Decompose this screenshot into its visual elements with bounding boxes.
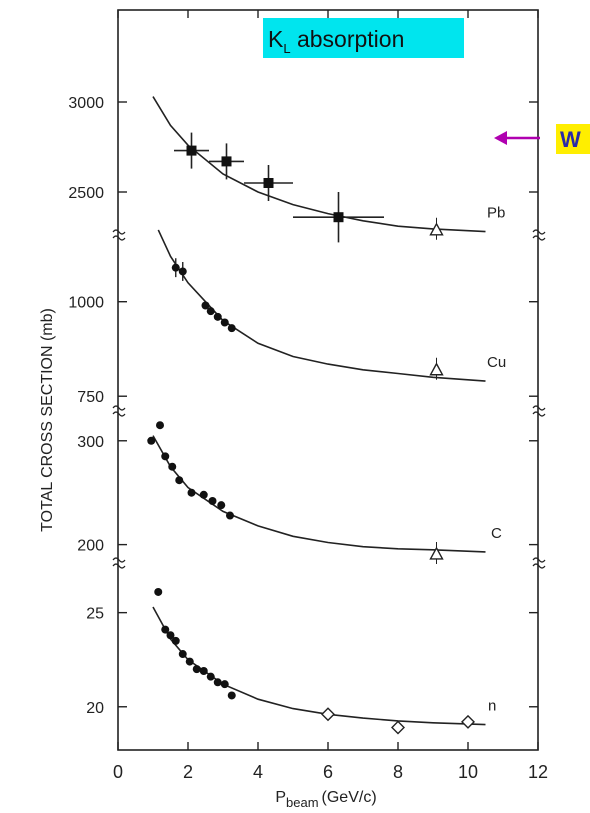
dot-point <box>171 636 180 645</box>
square-point <box>263 178 274 188</box>
panels: 3000 2500 Pb 1000 750 Cu 300 200 C 25 20 n <box>68 95 538 735</box>
dot-point <box>206 307 215 316</box>
dot-point <box>175 476 184 485</box>
x-tick-label: 2 <box>183 762 193 782</box>
triangle-point <box>429 362 444 376</box>
x-tick-label: 4 <box>253 762 263 782</box>
dot-point <box>161 452 170 461</box>
x-tick-label: 8 <box>393 762 403 782</box>
fit-curve <box>152 96 486 233</box>
x-axis: 0 2 4 6 8 10 12 <box>113 10 548 782</box>
chart-title-main: K <box>268 26 284 52</box>
dot-point <box>226 511 234 520</box>
annotation: W <box>494 124 590 154</box>
y-tick-label: 25 <box>86 606 104 623</box>
dot-point <box>171 263 180 272</box>
panel-label: Cu <box>487 354 506 371</box>
panel-label: C <box>491 525 502 542</box>
annotation-arrow-head <box>494 131 507 145</box>
chart-title-subscript: L <box>283 41 290 56</box>
fit-curve <box>157 229 486 382</box>
annotation-label: W <box>560 127 581 152</box>
dot-point <box>208 497 217 505</box>
panel-n: 25 20 n <box>86 587 538 735</box>
fit-curve <box>152 606 486 726</box>
dot-point <box>217 501 226 510</box>
dot-point <box>166 631 175 640</box>
dot-point <box>154 587 163 596</box>
panel-c: 300 200 C <box>77 421 538 564</box>
square-point <box>333 212 344 223</box>
dot-point <box>220 318 229 327</box>
square-point <box>186 145 197 156</box>
y-tick-label: 3000 <box>68 95 104 112</box>
panel-label: n <box>488 698 496 715</box>
chart-title-rest: absorption <box>291 26 405 52</box>
x-axis-title-sub: beam <box>286 795 319 810</box>
square-point <box>221 156 232 167</box>
chart-title: KL absorption <box>268 26 404 56</box>
dot-point <box>201 301 210 310</box>
title-box <box>263 18 464 58</box>
panel-cu: 1000 750 Cu <box>68 229 538 406</box>
dot-point <box>192 665 201 674</box>
x-tick-label: 0 <box>113 762 123 782</box>
dot-point <box>199 667 208 675</box>
x-tick-label: 6 <box>323 762 333 782</box>
x-axis-title: Pbeam (GeV/c) <box>275 789 376 810</box>
dot-point <box>227 324 236 333</box>
dot-point <box>156 421 164 430</box>
dot-point <box>213 678 222 687</box>
triangle-point <box>429 546 444 560</box>
x-axis-title-unit: (GeV/c) <box>322 789 377 806</box>
dot-point <box>178 650 187 659</box>
y-tick-label: 750 <box>77 389 104 406</box>
y-tick-label: 1000 <box>68 295 104 312</box>
dot-point <box>220 680 229 689</box>
annotation-label-bg <box>556 124 590 154</box>
dot-point <box>185 657 194 666</box>
diamond-point <box>321 707 335 722</box>
y-axis-title: TOTAL CROSS SECTION (mb) <box>39 308 56 532</box>
diamond-point <box>461 714 475 729</box>
axis-breaks <box>112 229 546 569</box>
dot-point <box>199 490 208 499</box>
dot-point <box>178 267 187 276</box>
dot-point <box>206 672 215 681</box>
triangle-point <box>429 222 444 236</box>
dot-point <box>168 462 177 471</box>
dot-point <box>161 625 170 634</box>
panel-pb: 3000 2500 Pb <box>68 95 538 243</box>
x-axis-title-main: P <box>275 789 286 806</box>
x-tick-label: 12 <box>528 762 548 782</box>
x-tick-label: 10 <box>458 762 478 782</box>
y-tick-label: 20 <box>86 700 104 717</box>
y-tick-label: 2500 <box>68 185 104 202</box>
y-tick-label: 300 <box>77 434 104 451</box>
panel-label: Pb <box>487 205 505 222</box>
dot-point <box>147 436 156 445</box>
diamond-point <box>391 720 405 735</box>
dot-point <box>227 691 236 700</box>
dot-point <box>187 488 196 497</box>
y-tick-label: 200 <box>77 538 104 555</box>
dot-point <box>213 312 222 321</box>
